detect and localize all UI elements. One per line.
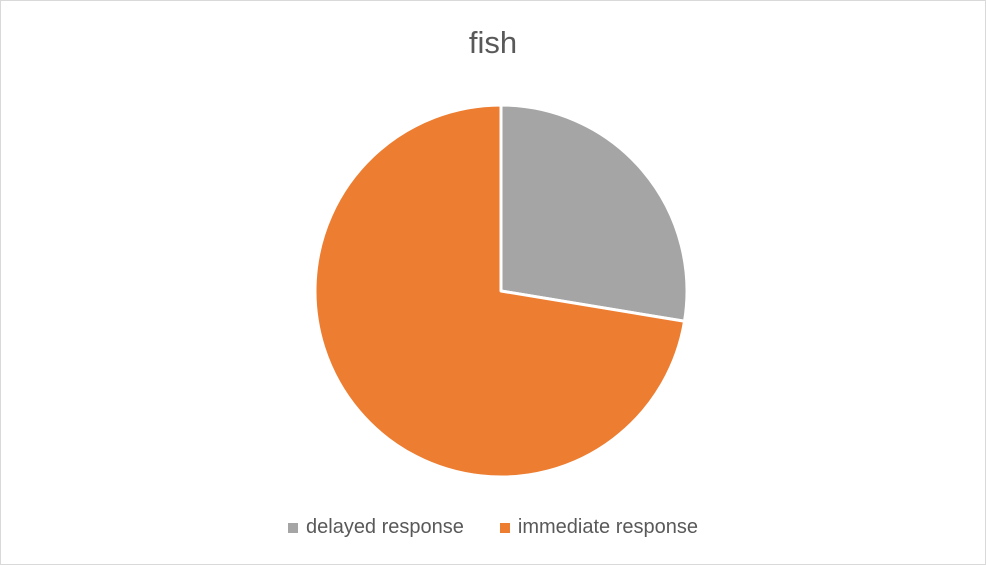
pie-slice-delayed-response	[499, 103, 689, 323]
chart-title: fish	[468, 25, 518, 60]
legend-label: immediate response	[517, 516, 698, 538]
legend-item-delayed-response: delayed response	[288, 516, 464, 539]
legend: delayed response immediate response	[1, 516, 985, 539]
legend-swatch	[499, 522, 510, 533]
legend-swatch	[288, 522, 298, 533]
legend-item-immediate-response: immediate response	[499, 516, 698, 539]
pie-slice-immediate-response	[313, 103, 687, 479]
legend-label: delayed response	[306, 516, 464, 538]
